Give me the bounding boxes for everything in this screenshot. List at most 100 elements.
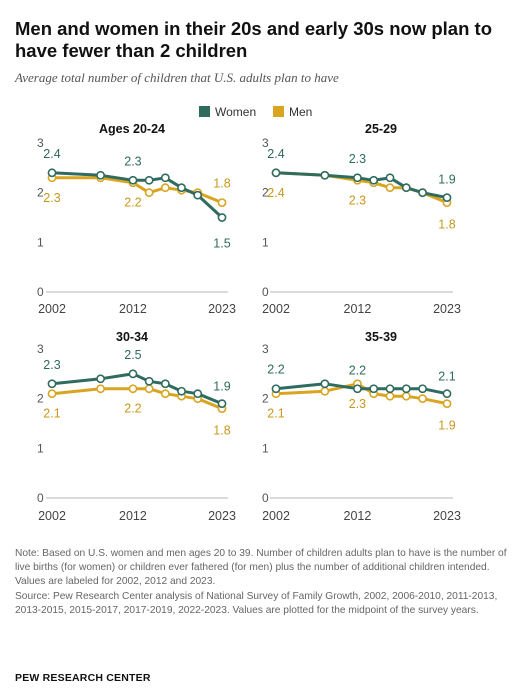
data-label-women: 2.5 bbox=[124, 348, 141, 362]
panel-1: 0 1 2 3 2002 2012 2023 Ages 20-24 2.4 2.3 1.5 2.3 2.… bbox=[37, 122, 236, 316]
data-point-women bbox=[353, 384, 362, 394]
data-point-men bbox=[320, 386, 330, 396]
panel-title: 30-34 bbox=[116, 330, 148, 344]
data-point-women bbox=[96, 170, 105, 180]
data-point-women bbox=[401, 183, 411, 193]
x-tick-label: 2012 bbox=[344, 302, 372, 316]
data-label-women: 1.9 bbox=[213, 380, 230, 394]
data-point-women bbox=[385, 384, 395, 394]
y-tick-label: 3 bbox=[37, 136, 44, 150]
data-point-women bbox=[271, 384, 281, 394]
brand-label: PEW RESEARCH CENTER bbox=[15, 672, 151, 684]
y-tick-label: 0 bbox=[37, 285, 44, 299]
data-point-women bbox=[353, 173, 362, 183]
data-point-women bbox=[47, 379, 57, 389]
data-point-men bbox=[47, 389, 57, 399]
y-tick-label: 3 bbox=[262, 136, 269, 150]
data-label-men: 1.9 bbox=[438, 419, 455, 433]
data-point-women bbox=[369, 384, 379, 394]
data-point-women bbox=[177, 386, 186, 396]
data-point-women bbox=[177, 183, 186, 193]
data-point-men bbox=[96, 384, 105, 394]
x-tick-label: 2023 bbox=[433, 509, 461, 523]
y-tick-label: 1 bbox=[262, 441, 269, 455]
data-label-women: 2.2 bbox=[349, 364, 366, 378]
x-tick-label: 2002 bbox=[38, 302, 66, 316]
data-point-men bbox=[160, 183, 170, 193]
footer-note: Note: Based on U.S. women and men ages 2… bbox=[15, 548, 507, 588]
data-label-women: 2.3 bbox=[124, 154, 141, 168]
x-tick-label: 2002 bbox=[262, 509, 290, 523]
x-tick-label: 2012 bbox=[344, 509, 372, 523]
panel-3: 0 1 2 3 2002 2012 2023 30-34 2.3 2.5 1.9 2.1 2.2 1.8 bbox=[37, 330, 236, 523]
data-point-women bbox=[217, 399, 227, 409]
footer-source: Source: Pew Research Center analysis of … bbox=[15, 590, 498, 616]
data-point-women bbox=[385, 173, 395, 183]
data-point-men bbox=[385, 391, 395, 401]
y-tick-label: 0 bbox=[262, 491, 269, 505]
data-label-men: 1.8 bbox=[213, 424, 230, 438]
data-label-women: 2.4 bbox=[43, 147, 60, 161]
y-tick-label: 2 bbox=[37, 392, 44, 406]
x-tick-label: 2002 bbox=[38, 509, 66, 523]
data-point-women bbox=[401, 384, 411, 394]
y-tick-label: 0 bbox=[37, 491, 44, 505]
data-point-women bbox=[369, 175, 379, 185]
data-point-women bbox=[144, 376, 154, 386]
data-label-men: 2.3 bbox=[349, 193, 366, 207]
x-tick-label: 2023 bbox=[208, 509, 236, 523]
data-label-men: 2.3 bbox=[43, 191, 60, 205]
chart-subtitle: Average total number of children that U.… bbox=[15, 70, 339, 85]
footer: Note: Based on U.S. women and men ages 2… bbox=[15, 547, 520, 618]
panel-2: 0 1 2 3 2002 2012 2023 25-29 2.4 2.3 1.9 2.4 2.3 1.8 bbox=[262, 122, 461, 316]
data-point-women bbox=[128, 175, 138, 185]
y-tick-label: 3 bbox=[262, 342, 269, 356]
data-label-men: 2.2 bbox=[124, 402, 141, 416]
data-point-women bbox=[47, 168, 57, 178]
data-point-women bbox=[320, 379, 330, 389]
data-point-men bbox=[217, 198, 227, 207]
x-tick-label: 2023 bbox=[208, 302, 236, 316]
data-point-women bbox=[418, 188, 427, 198]
data-label-women: 2.3 bbox=[43, 358, 60, 372]
y-tick-label: 0 bbox=[262, 285, 269, 299]
y-tick-label: 1 bbox=[37, 441, 44, 455]
panel-title: 35-39 bbox=[365, 330, 397, 344]
x-tick-label: 2012 bbox=[119, 509, 147, 523]
data-label-men: 2.1 bbox=[43, 407, 60, 421]
data-label-women: 2.3 bbox=[349, 152, 366, 166]
data-point-women bbox=[193, 389, 203, 399]
data-point-women bbox=[217, 213, 227, 222]
data-point-women bbox=[160, 379, 170, 389]
data-label-women: 1.5 bbox=[213, 237, 230, 251]
legend-swatch-women bbox=[199, 106, 210, 117]
x-tick-label: 2002 bbox=[262, 302, 290, 316]
data-label-men: 1.8 bbox=[213, 177, 230, 191]
data-point-women bbox=[418, 384, 427, 394]
data-point-women bbox=[271, 168, 281, 178]
data-point-women bbox=[96, 374, 105, 384]
legend-label-women: Women bbox=[215, 105, 256, 119]
panel-title: Ages 20-24 bbox=[99, 122, 165, 136]
data-label-men: 1.8 bbox=[438, 218, 455, 232]
data-label-men: 2.1 bbox=[267, 407, 284, 421]
data-point-men bbox=[442, 399, 452, 409]
data-label-men: 2.4 bbox=[267, 186, 284, 200]
y-tick-label: 2 bbox=[37, 186, 44, 200]
data-point-women bbox=[128, 369, 138, 379]
legend-swatch-men bbox=[273, 106, 284, 117]
legend-label-men: Men bbox=[289, 105, 312, 119]
y-tick-label: 2 bbox=[262, 186, 269, 200]
data-point-women bbox=[442, 193, 452, 203]
data-point-women bbox=[144, 175, 154, 185]
y-tick-label: 2 bbox=[262, 392, 269, 406]
data-point-women bbox=[160, 173, 170, 183]
data-point-men bbox=[418, 394, 427, 404]
data-point-women bbox=[193, 190, 203, 200]
data-point-women bbox=[442, 389, 452, 399]
data-label-women: 2.4 bbox=[267, 147, 284, 161]
data-label-women: 2.2 bbox=[267, 363, 284, 377]
legend: Women Men bbox=[199, 105, 312, 119]
